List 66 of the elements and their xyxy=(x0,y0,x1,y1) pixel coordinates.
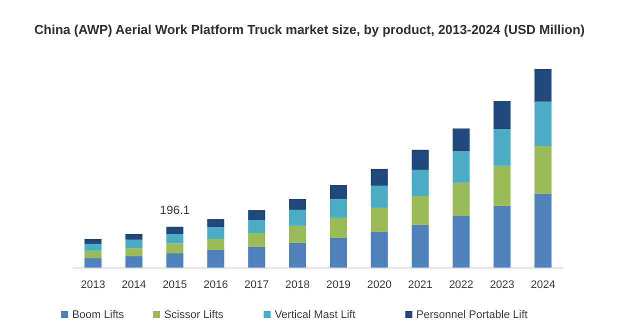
bar xyxy=(330,218,347,238)
x-tick-label: 2021 xyxy=(408,279,433,291)
bar xyxy=(166,234,184,244)
legend-label: Boom Lifts xyxy=(72,309,125,321)
x-tick-label: 2018 xyxy=(285,279,310,291)
legend-label: Scissor Lifts xyxy=(164,309,224,321)
bar xyxy=(166,226,184,234)
bar xyxy=(412,196,429,226)
bar xyxy=(370,208,388,232)
legend-label: Personnel Portable Lift xyxy=(416,309,528,321)
bar xyxy=(330,238,347,268)
bar xyxy=(452,128,470,152)
bar xyxy=(289,226,306,243)
bar xyxy=(370,186,388,208)
bar xyxy=(412,225,429,268)
x-tick-label: 2017 xyxy=(244,279,269,291)
bar xyxy=(534,146,552,194)
bar xyxy=(494,206,511,268)
bar xyxy=(166,253,184,268)
bar xyxy=(84,258,102,268)
bar xyxy=(452,151,470,182)
bar xyxy=(330,185,347,199)
bar xyxy=(207,250,224,268)
bar xyxy=(412,170,429,196)
bar xyxy=(452,182,470,216)
bar xyxy=(412,150,429,170)
bar xyxy=(534,194,552,268)
bar xyxy=(125,256,142,268)
x-tick-label: 2019 xyxy=(326,279,351,291)
bar xyxy=(534,102,552,146)
bar xyxy=(248,232,266,247)
bar xyxy=(207,238,224,250)
x-tick-label: 2014 xyxy=(122,279,146,291)
x-tick-label: 2015 xyxy=(162,279,188,291)
bar xyxy=(248,246,266,268)
x-tick-label: 2020 xyxy=(367,279,392,291)
bar xyxy=(494,101,511,130)
bar xyxy=(452,216,470,268)
bar xyxy=(125,234,142,240)
legend-label: Vertical Mast Lift xyxy=(274,309,356,321)
bar xyxy=(534,69,552,102)
annotation: 196.1 xyxy=(160,203,190,217)
chart-title: China (AWP) Aerial Work Platform Truck market size, by product, 2013-2024 (USD Million) xyxy=(34,22,585,37)
bar xyxy=(248,220,266,233)
bar xyxy=(84,250,102,258)
bar xyxy=(84,244,102,251)
bar xyxy=(289,210,306,226)
bar xyxy=(289,242,306,268)
bar xyxy=(494,129,511,166)
bar xyxy=(84,238,102,244)
bar xyxy=(125,240,142,248)
bar xyxy=(370,232,388,268)
x-tick-label: 2013 xyxy=(80,279,106,291)
bar xyxy=(207,219,224,228)
bar xyxy=(207,227,224,239)
x-tick-label: 2016 xyxy=(203,279,228,291)
x-tick-label: 2022 xyxy=(448,279,474,291)
bar xyxy=(248,210,266,220)
x-tick-label: 2023 xyxy=(490,279,514,291)
bar xyxy=(370,168,388,186)
bar xyxy=(289,198,306,210)
bar xyxy=(166,243,184,254)
bar xyxy=(330,198,347,218)
x-tick-label: 2024 xyxy=(530,279,556,291)
bar xyxy=(494,166,511,206)
bar xyxy=(125,248,142,256)
